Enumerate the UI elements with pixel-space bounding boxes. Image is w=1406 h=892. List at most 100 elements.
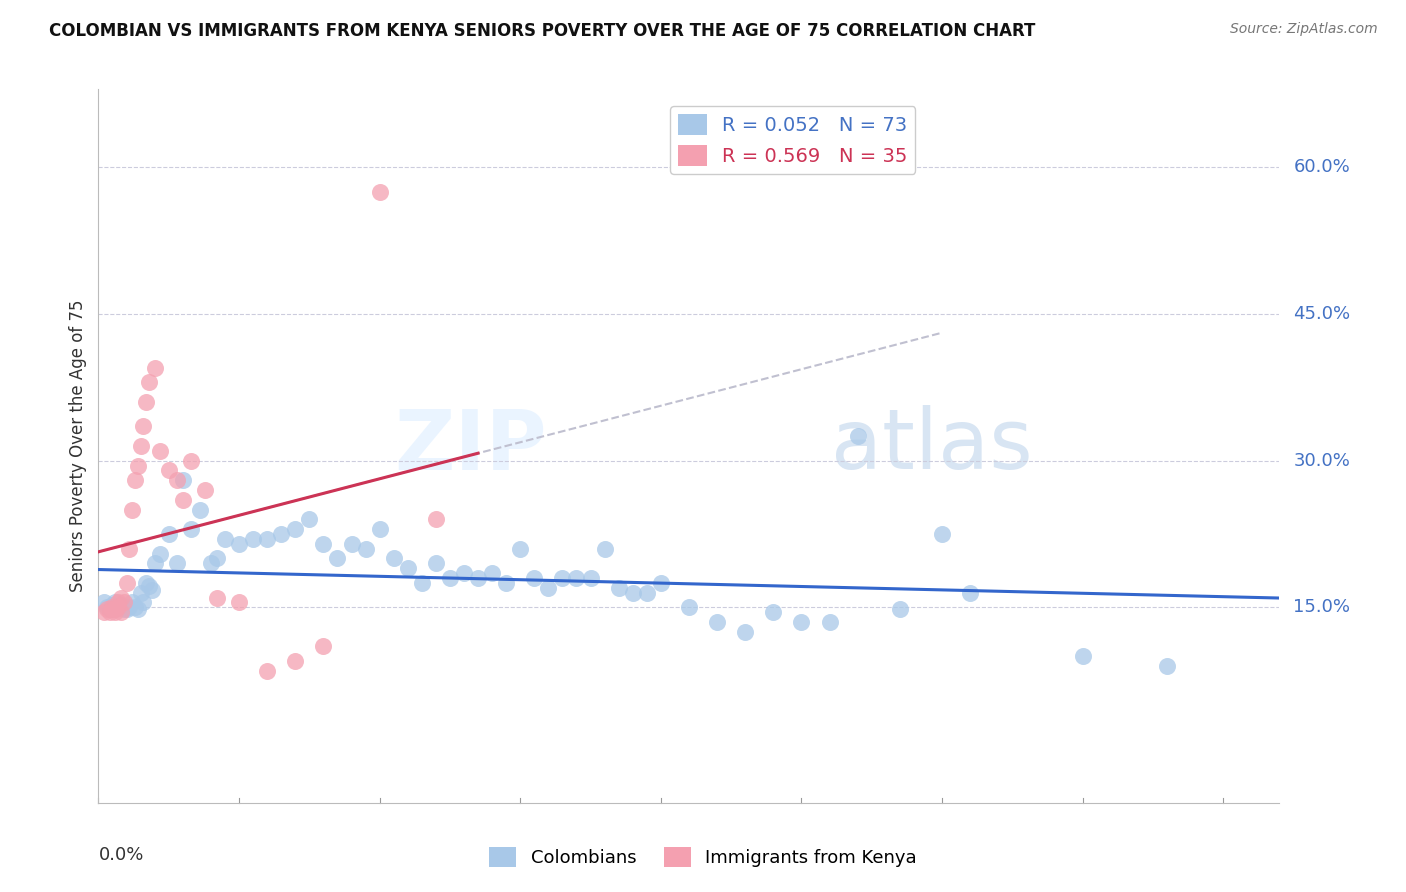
- Point: [256, 532, 278, 546]
- Point: [96, 602, 118, 616]
- Point: [138, 579, 160, 593]
- Point: [141, 582, 163, 597]
- Point: [228, 595, 250, 609]
- Point: [650, 575, 672, 590]
- Point: [143, 557, 166, 571]
- Point: [706, 615, 728, 629]
- Point: [118, 541, 141, 556]
- Point: [636, 585, 658, 599]
- Point: [172, 473, 194, 487]
- Point: [889, 602, 911, 616]
- Point: [537, 581, 560, 595]
- Point: [112, 595, 135, 609]
- Point: [205, 591, 228, 605]
- Point: [453, 566, 475, 580]
- Point: [93, 595, 115, 609]
- Point: [127, 602, 149, 616]
- Point: [284, 654, 307, 668]
- Text: atlas: atlas: [831, 406, 1032, 486]
- Point: [143, 360, 166, 375]
- Point: [256, 664, 278, 678]
- Point: [149, 547, 172, 561]
- Point: [135, 575, 157, 590]
- Point: [124, 473, 146, 487]
- Point: [214, 532, 236, 546]
- Point: [104, 595, 127, 609]
- Point: [734, 624, 756, 639]
- Point: [132, 419, 155, 434]
- Point: [425, 512, 447, 526]
- Point: [312, 537, 335, 551]
- Point: [593, 541, 616, 556]
- Point: [846, 429, 869, 443]
- Point: [107, 600, 129, 615]
- Text: 0.0%: 0.0%: [98, 846, 143, 863]
- Point: [284, 522, 307, 536]
- Point: [101, 599, 124, 613]
- Point: [481, 566, 503, 580]
- Point: [790, 615, 813, 629]
- Point: [101, 602, 124, 616]
- Text: 45.0%: 45.0%: [1294, 305, 1351, 323]
- Point: [959, 585, 981, 599]
- Point: [110, 605, 132, 619]
- Point: [129, 585, 152, 599]
- Point: [1071, 649, 1094, 664]
- Point: [579, 571, 602, 585]
- Point: [118, 600, 141, 615]
- Point: [172, 492, 194, 507]
- Point: [101, 602, 124, 616]
- Point: [104, 602, 127, 616]
- Point: [121, 595, 143, 609]
- Point: [135, 395, 157, 409]
- Text: 15.0%: 15.0%: [1294, 599, 1350, 616]
- Point: [565, 571, 588, 585]
- Point: [354, 541, 377, 556]
- Point: [194, 483, 217, 497]
- Point: [129, 439, 152, 453]
- Point: [762, 605, 785, 619]
- Point: [200, 557, 222, 571]
- Point: [312, 640, 335, 654]
- Point: [98, 602, 121, 616]
- Point: [138, 376, 160, 390]
- Point: [607, 581, 630, 595]
- Point: [110, 591, 132, 605]
- Point: [931, 527, 953, 541]
- Point: [382, 551, 405, 566]
- Point: [818, 615, 841, 629]
- Point: [523, 571, 546, 585]
- Point: [509, 541, 531, 556]
- Point: [124, 600, 146, 615]
- Point: [678, 600, 700, 615]
- Point: [115, 602, 138, 616]
- Point: [228, 537, 250, 551]
- Point: [96, 600, 118, 615]
- Point: [110, 599, 132, 613]
- Point: [104, 605, 127, 619]
- Point: [93, 605, 115, 619]
- Text: COLOMBIAN VS IMMIGRANTS FROM KENYA SENIORS POVERTY OVER THE AGE OF 75 CORRELATIO: COLOMBIAN VS IMMIGRANTS FROM KENYA SENIO…: [49, 22, 1036, 40]
- Point: [1156, 659, 1178, 673]
- Point: [180, 453, 202, 467]
- Point: [127, 458, 149, 473]
- Point: [104, 602, 127, 616]
- Point: [166, 473, 188, 487]
- Point: [107, 600, 129, 615]
- Text: 30.0%: 30.0%: [1294, 451, 1350, 470]
- Point: [270, 527, 292, 541]
- Point: [205, 551, 228, 566]
- Point: [180, 522, 202, 536]
- Point: [298, 512, 321, 526]
- Point: [439, 571, 461, 585]
- Point: [121, 502, 143, 516]
- Point: [425, 557, 447, 571]
- Point: [115, 575, 138, 590]
- Point: [340, 537, 363, 551]
- Point: [495, 575, 517, 590]
- Point: [467, 571, 489, 585]
- Text: 60.0%: 60.0%: [1294, 159, 1350, 177]
- Point: [107, 595, 129, 609]
- Legend: R = 0.052   N = 73, R = 0.569   N = 35: R = 0.052 N = 73, R = 0.569 N = 35: [669, 106, 915, 174]
- Point: [551, 571, 574, 585]
